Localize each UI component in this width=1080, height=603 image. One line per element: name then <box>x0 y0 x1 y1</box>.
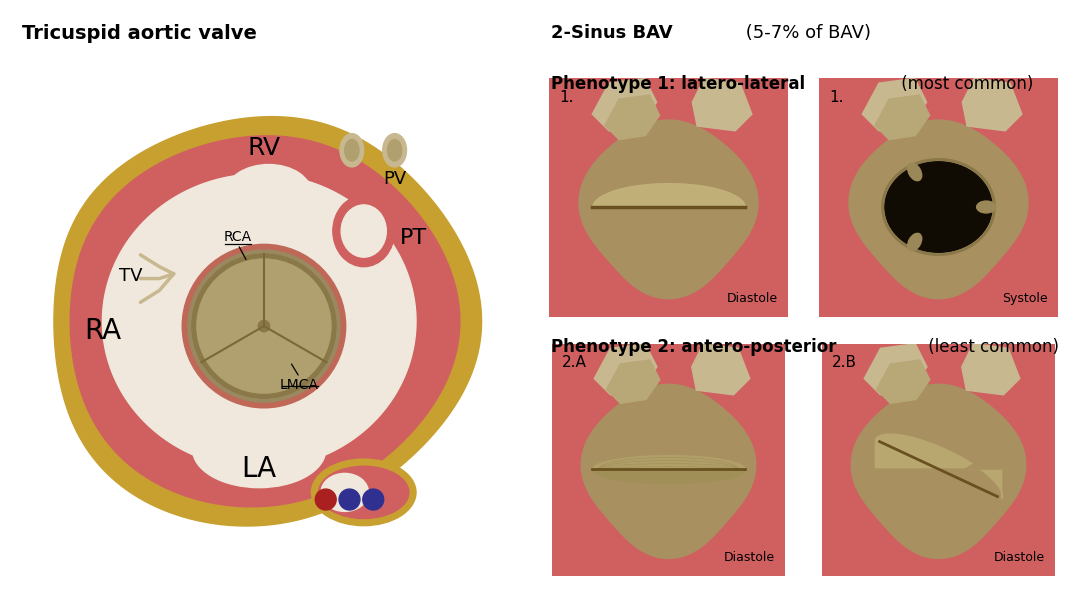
Polygon shape <box>862 78 927 131</box>
Polygon shape <box>54 116 482 526</box>
Text: TV: TV <box>119 267 143 285</box>
Text: Systole: Systole <box>1002 292 1048 305</box>
Wedge shape <box>192 290 264 399</box>
Polygon shape <box>605 95 660 140</box>
Wedge shape <box>264 290 336 399</box>
Circle shape <box>183 244 346 408</box>
Polygon shape <box>581 384 756 558</box>
Polygon shape <box>876 434 1002 499</box>
Polygon shape <box>70 136 460 507</box>
Ellipse shape <box>340 134 364 167</box>
Circle shape <box>339 489 360 510</box>
Text: (most common): (most common) <box>896 75 1034 93</box>
Wedge shape <box>201 254 326 326</box>
Text: RA: RA <box>84 317 121 345</box>
Ellipse shape <box>226 165 311 221</box>
Polygon shape <box>579 120 758 298</box>
Circle shape <box>188 250 340 402</box>
Ellipse shape <box>192 412 326 488</box>
Text: PT: PT <box>400 228 428 248</box>
Ellipse shape <box>907 233 921 251</box>
Ellipse shape <box>907 163 921 181</box>
Ellipse shape <box>345 139 359 161</box>
Text: (least common): (least common) <box>923 338 1059 356</box>
Ellipse shape <box>382 134 406 167</box>
Polygon shape <box>851 384 1026 558</box>
Text: 2-Sinus BAV: 2-Sinus BAV <box>551 24 673 42</box>
Wedge shape <box>201 254 326 292</box>
Text: Phenotype 1: latero-lateral: Phenotype 1: latero-lateral <box>551 75 805 93</box>
Text: Phenotype 2: antero-posterior: Phenotype 2: antero-posterior <box>551 338 836 356</box>
Polygon shape <box>875 95 930 140</box>
Text: RV: RV <box>247 136 281 160</box>
Polygon shape <box>849 120 1028 298</box>
Text: LMCA: LMCA <box>280 378 319 393</box>
Text: 2.B: 2.B <box>832 355 856 370</box>
Polygon shape <box>875 440 1001 504</box>
Circle shape <box>315 489 336 510</box>
Polygon shape <box>692 78 752 131</box>
Ellipse shape <box>341 205 387 257</box>
Wedge shape <box>264 290 336 399</box>
Text: 1.: 1. <box>559 90 573 106</box>
Polygon shape <box>864 344 927 395</box>
Text: LA: LA <box>242 455 276 482</box>
Text: PV: PV <box>383 170 406 188</box>
Polygon shape <box>592 78 657 131</box>
Text: Diastole: Diastole <box>725 551 775 564</box>
Ellipse shape <box>388 139 402 161</box>
Polygon shape <box>961 344 1020 395</box>
Polygon shape <box>103 174 416 469</box>
Ellipse shape <box>885 162 993 252</box>
Ellipse shape <box>333 195 394 267</box>
Circle shape <box>363 489 383 510</box>
Text: Diastole: Diastole <box>995 551 1045 564</box>
Text: 2.A: 2.A <box>562 355 586 370</box>
Text: (5-7% of BAV): (5-7% of BAV) <box>740 24 870 42</box>
Polygon shape <box>691 344 750 395</box>
Polygon shape <box>594 344 657 395</box>
Ellipse shape <box>311 459 416 526</box>
Polygon shape <box>877 360 930 403</box>
Polygon shape <box>962 78 1022 131</box>
Text: Diastole: Diastole <box>727 292 778 305</box>
Wedge shape <box>192 290 264 399</box>
Text: Tricuspid aortic valve: Tricuspid aortic valve <box>22 24 256 43</box>
Text: RCA: RCA <box>224 230 252 244</box>
Circle shape <box>258 320 270 332</box>
Ellipse shape <box>321 473 368 511</box>
Text: 1.: 1. <box>829 90 843 106</box>
Ellipse shape <box>319 466 409 519</box>
Ellipse shape <box>976 201 996 213</box>
Polygon shape <box>607 360 660 403</box>
